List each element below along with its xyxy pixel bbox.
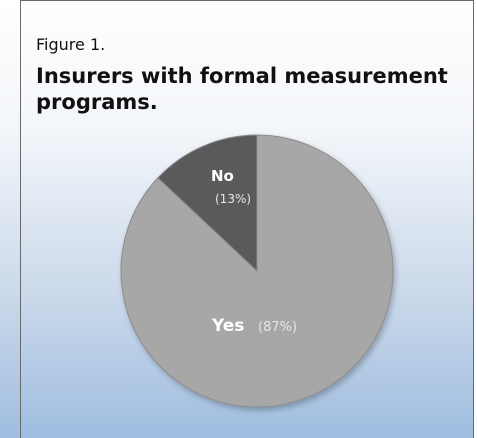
pie-value-label-no: (13%) [215, 192, 251, 206]
pie-label-no: No [211, 167, 234, 185]
pie-label-yes: Yes [211, 316, 244, 336]
figure-top-rule [20, 0, 474, 1]
figure-number: Figure 1. [36, 35, 106, 54]
pie-slices [120, 134, 394, 408]
figure-left-rule [20, 0, 21, 438]
pie-labels: Yes (87%) No (13%) [211, 167, 297, 336]
pie-value-label-yes: (87%) [258, 320, 297, 335]
figure-title: Insurers with formal measurement program… [36, 64, 448, 114]
pie-slice-no [157, 134, 258, 273]
